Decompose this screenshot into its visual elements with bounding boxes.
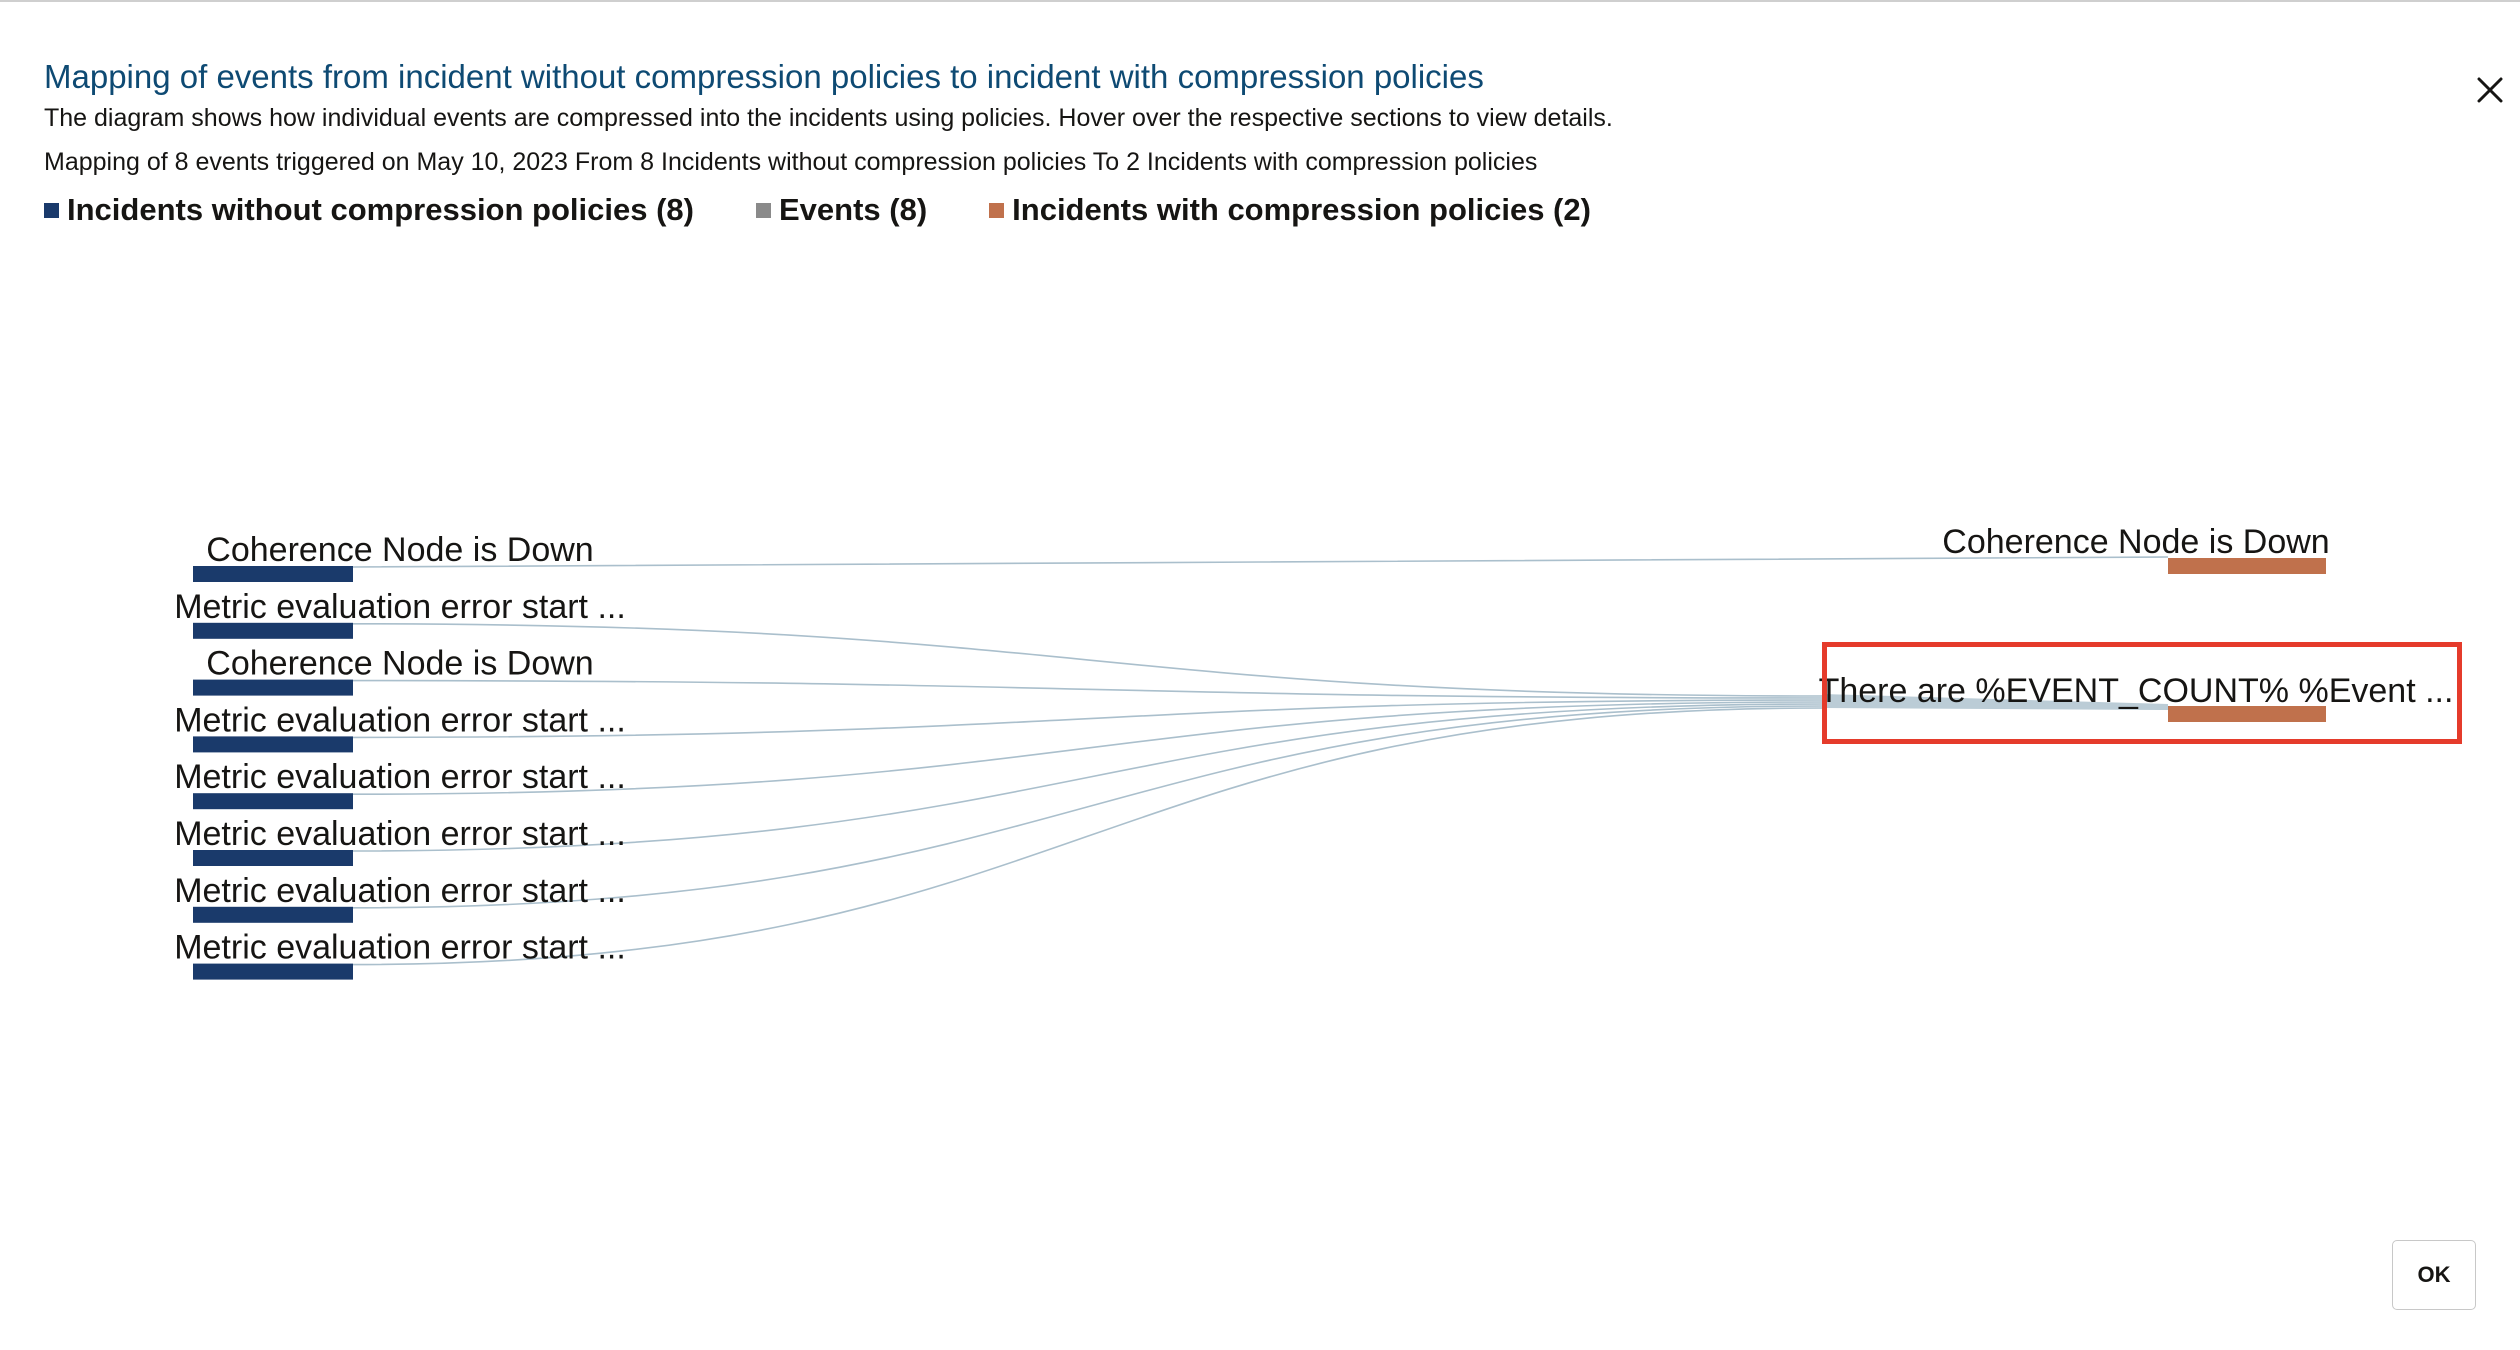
source-node-bar[interactable] xyxy=(193,622,353,639)
top-divider xyxy=(0,0,2520,2)
legend-label: Events (8) xyxy=(778,192,928,227)
legend-item-events: Events (8) xyxy=(755,192,928,228)
legend-label: Incidents with compression policies (2) xyxy=(1012,192,1591,227)
highlight-box xyxy=(1822,642,2462,744)
source-node-label[interactable]: Metric evaluation error start ... xyxy=(174,815,626,853)
sankey-link[interactable] xyxy=(352,623,1823,697)
legend-swatch xyxy=(44,202,59,218)
sankey-links xyxy=(352,556,2169,966)
close-icon xyxy=(2477,77,2503,103)
sankey-link-band[interactable] xyxy=(1822,694,2168,710)
source-node-bar[interactable] xyxy=(193,793,353,810)
mapping-summary: Mapping of 8 events triggered on May 10,… xyxy=(44,148,1538,176)
source-node-label[interactable]: Coherence Node is Down xyxy=(206,645,593,683)
source-node-label[interactable]: Coherence Node is Down xyxy=(206,531,593,569)
source-node-bar[interactable] xyxy=(193,963,353,980)
target-node-bar[interactable] xyxy=(2168,706,2326,722)
sankey-link[interactable] xyxy=(352,703,1823,852)
sankey-link[interactable] xyxy=(352,705,1823,909)
dialog-description: The diagram shows how individual events … xyxy=(44,104,1613,132)
dialog-title: Mapping of events from incident without … xyxy=(44,58,1484,95)
legend-swatch xyxy=(755,202,771,218)
sankey-link[interactable] xyxy=(352,701,1823,795)
target-node-bar[interactable] xyxy=(2168,558,2326,574)
legend-label: Incidents without compression policies (… xyxy=(67,192,694,227)
source-node-bar[interactable] xyxy=(193,566,353,582)
legend-swatch xyxy=(989,202,1005,218)
close-button[interactable] xyxy=(2468,68,2512,112)
legend-item-incidents-without-compression: Incidents without compression policies (… xyxy=(44,192,694,228)
sankey-link[interactable] xyxy=(352,707,1823,966)
source-node-bar[interactable] xyxy=(193,906,353,923)
source-node-label[interactable]: Metric evaluation error start ... xyxy=(174,758,626,796)
source-node-label[interactable]: Metric evaluation error start ... xyxy=(174,929,626,967)
legend: Incidents without compression policies (… xyxy=(44,190,1591,230)
source-node-bar[interactable] xyxy=(193,679,353,696)
target-node-label[interactable]: Coherence Node is Down xyxy=(1942,523,2329,561)
source-node-bar[interactable] xyxy=(193,850,353,866)
ok-button[interactable]: OK xyxy=(2392,1240,2476,1310)
source-node-label[interactable]: Metric evaluation error start ... xyxy=(174,588,626,626)
sankey-link[interactable] xyxy=(352,679,1823,699)
source-node-label[interactable]: Metric evaluation error start ... xyxy=(174,701,626,739)
target-node-label[interactable]: There are %EVENT_COUNT% %Event ... xyxy=(1819,672,2454,710)
sankey-link[interactable] xyxy=(352,556,2169,568)
sankey-link[interactable] xyxy=(352,699,1823,739)
legend-item-incidents-with-compression: Incidents with compression policies (2) xyxy=(989,192,1591,228)
source-node-label[interactable]: Metric evaluation error start ... xyxy=(174,872,626,910)
source-node-bar[interactable] xyxy=(193,736,353,753)
